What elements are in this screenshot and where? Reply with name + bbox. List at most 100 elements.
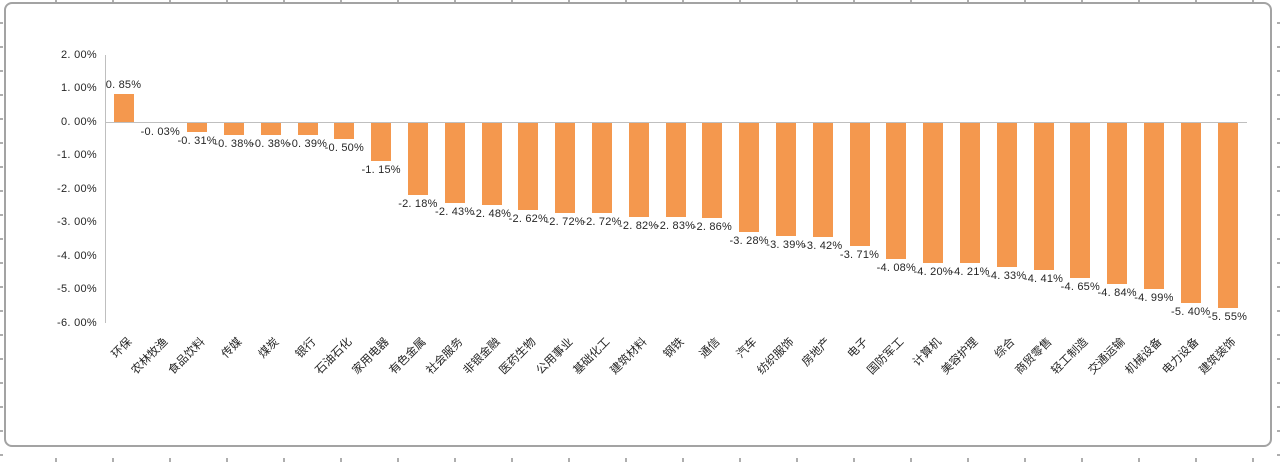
bar[interactable] [702,122,723,218]
category-label: 社会服务 [424,336,466,378]
category-label: 钢铁 [661,336,686,361]
bar-value-label: -1. 15% [361,163,401,176]
bar[interactable] [1217,122,1238,308]
y-axis-tick-label: -4. 00% [56,249,97,262]
bar[interactable] [555,122,576,214]
bar[interactable] [1180,122,1201,303]
bar[interactable] [1107,122,1128,285]
bar[interactable] [1143,122,1164,290]
bar-value-label: -2. 72% [582,216,622,229]
sheet-gridline-ticks-bottom [0,458,1280,462]
plot-area: 2. 00% 1. 00% 0. 00% -1. 00% -2. 00% -3. 00% -… [6,4,1270,445]
bar-value-label: -3. 42% [803,239,843,252]
sheet-gridline-ticks-right [1277,0,1280,462]
bar-value-label: -3. 39% [766,238,806,251]
category-label: 公用事业 [534,336,576,378]
bar-value-label: -0. 50% [324,141,364,154]
bar-value-label: -2. 18% [398,198,438,210]
bar[interactable] [113,93,134,122]
bar[interactable] [297,122,318,136]
sheet-gridline-ticks-top [0,0,1280,3]
category-label: 传媒 [219,336,245,361]
category-label: 电子 [845,336,870,361]
category-label: 房地产 [800,336,834,369]
y-axis-tick-label: 1. 00% [60,82,97,94]
bar-value-label: -2. 43% [435,206,475,219]
category-label: 环保 [109,336,134,361]
bar[interactable] [518,122,539,210]
chart-object[interactable]: 2. 00% 1. 00% 0. 00% -1. 00% -2. 00% -3. 00% -… [4,2,1272,447]
bar-value-label: -3. 28% [729,234,769,247]
bar-value-label: -0. 31% [177,135,217,148]
category-label: 纺织服饰 [755,336,797,378]
category-label: 食品饮料 [166,336,208,378]
bar-value-label: -2. 62% [508,212,548,225]
bar[interactable] [775,122,796,236]
category-label: 有色金属 [387,336,429,378]
bar-value-label: -4. 20% [913,265,953,278]
bar[interactable] [334,122,355,139]
bar-value-label: -4. 99% [1134,292,1174,305]
category-label: 商贸零售 [1012,336,1054,378]
category-label: 医药生物 [497,336,539,378]
y-axis-tick-label: -1. 00% [56,149,97,161]
bar[interactable] [223,122,244,135]
bar[interactable] [739,122,760,232]
bar[interactable] [1070,122,1091,278]
category-label: 建筑材料 [608,336,650,378]
category-label: 交通运输 [1086,336,1128,378]
category-label: 非银金融 [460,336,502,378]
bar-value-label: -3. 71% [839,249,880,262]
bar-value-label: -2. 83% [655,219,696,232]
bar[interactable] [923,122,944,263]
bar-value-label: -2. 48% [471,208,512,221]
zero-axis-line [105,122,1247,123]
bar-value-label: -4. 08% [876,261,916,274]
bar-value-label: -5. 55% [1207,310,1248,323]
category-label: 银行 [293,336,318,361]
sheet-gridline-ticks-left [0,0,3,462]
bar-value-label: -0. 03% [140,126,180,138]
bar-value-label: -5. 40% [1171,305,1211,318]
category-label: 通信 [698,336,723,361]
y-axis-tick-label: -3. 00% [56,216,97,228]
bar[interactable] [187,122,208,133]
bar[interactable] [812,122,833,237]
y-axis-tick-label: -6. 00% [56,316,97,329]
bar-value-label: -2. 82% [619,219,659,232]
bar[interactable] [371,122,392,161]
bar[interactable] [481,122,502,206]
bar-value-label: -4. 33% [987,270,1027,283]
category-label: 家用电器 [350,336,392,378]
bar-value-label: -4. 41% [1023,272,1064,285]
bar-value-label: -0. 39% [287,138,328,151]
bar-value-label: 0. 85% [105,78,142,91]
y-axis-tick-label: 2. 00% [60,48,97,61]
category-label: 石油石化 [313,336,355,378]
bar-value-label: -4. 65% [1060,280,1100,293]
category-label: 国防军工 [865,336,907,378]
y-axis-tick-label: -5. 00% [56,283,97,295]
bar-value-label: -0. 38% [251,137,291,150]
bar[interactable] [591,122,612,214]
y-axis-line [105,55,106,323]
category-label: 计算机 [910,336,944,369]
bar-value-label: -2. 72% [545,216,585,229]
bar[interactable] [1033,122,1054,270]
bar[interactable] [959,122,980,263]
category-label: 轻工制造 [1049,336,1091,378]
bar-value-label: -4. 21% [950,266,990,278]
bar[interactable] [628,122,649,217]
bar[interactable] [996,122,1017,268]
bar[interactable] [407,122,428,195]
bar[interactable] [444,122,465,204]
bar[interactable] [260,122,281,135]
y-axis-tick-label: 0. 00% [60,115,97,128]
category-label: 汽车 [734,336,760,361]
bar[interactable] [849,122,870,247]
category-label: 农林牧渔 [129,336,171,378]
bar-value-label: -4. 84% [1097,287,1137,300]
bar[interactable] [886,122,907,259]
bar[interactable] [665,122,686,217]
